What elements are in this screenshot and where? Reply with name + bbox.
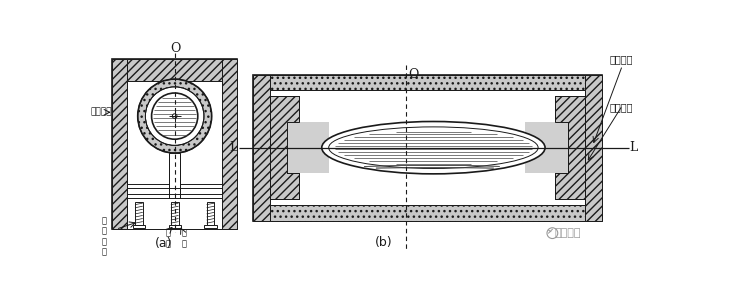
- Bar: [204, 225, 217, 228]
- Ellipse shape: [322, 121, 545, 174]
- Text: L: L: [630, 141, 638, 154]
- Bar: [171, 201, 179, 225]
- Circle shape: [151, 93, 197, 139]
- Bar: [169, 153, 180, 198]
- Bar: [133, 225, 145, 228]
- Text: 豆丁施工: 豆丁施工: [554, 228, 581, 238]
- Text: 盒
轴: 盒 轴: [182, 229, 186, 248]
- Text: 校
正
螺
丝: 校 正 螺 丝: [102, 216, 107, 256]
- Bar: [270, 74, 585, 90]
- Bar: [270, 205, 585, 221]
- Text: 水
准: 水 准: [166, 229, 171, 248]
- Text: 校正螺丝: 校正螺丝: [609, 103, 633, 113]
- Wedge shape: [138, 79, 212, 153]
- Bar: [135, 201, 143, 225]
- Text: L: L: [229, 141, 238, 154]
- Text: O: O: [408, 68, 419, 81]
- Text: 水准管轴: 水准管轴: [609, 54, 633, 64]
- Bar: [206, 201, 215, 225]
- Text: (a): (a): [154, 237, 172, 250]
- Text: O: O: [171, 42, 180, 55]
- Text: 仪器外壳: 仪器外壳: [90, 108, 112, 117]
- Bar: [168, 225, 181, 228]
- Text: (b): (b): [375, 236, 392, 249]
- Polygon shape: [556, 96, 585, 199]
- Bar: [525, 122, 568, 173]
- Bar: [112, 59, 127, 228]
- Polygon shape: [270, 96, 299, 199]
- Bar: [127, 184, 222, 198]
- Bar: [222, 59, 238, 228]
- Bar: [270, 90, 585, 205]
- Bar: [253, 74, 270, 221]
- Circle shape: [172, 114, 177, 118]
- Bar: [127, 59, 222, 81]
- Bar: [585, 74, 602, 221]
- Ellipse shape: [329, 127, 538, 169]
- Bar: [287, 122, 329, 173]
- Bar: [253, 74, 602, 221]
- Bar: [127, 81, 222, 228]
- Bar: [112, 59, 238, 228]
